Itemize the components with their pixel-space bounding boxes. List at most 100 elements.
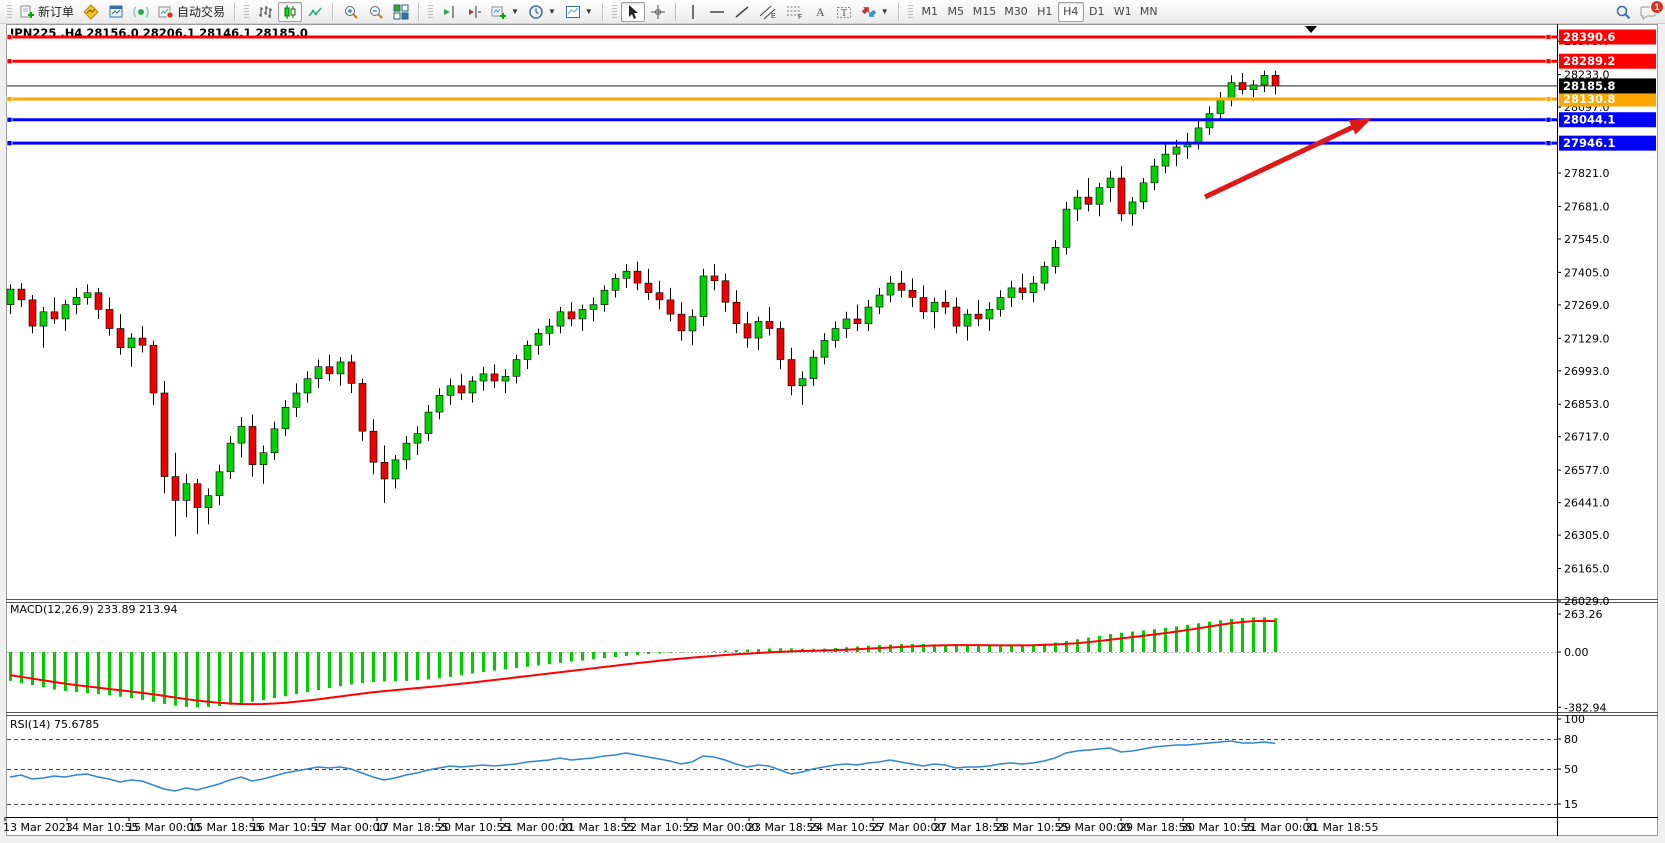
new-chart-button[interactable] [79, 2, 103, 22]
text-label-icon: T [836, 6, 851, 19]
svg-text:15 Mar 00:00: 15 Mar 00:00 [127, 821, 200, 834]
svg-text:100: 100 [1564, 713, 1585, 726]
equidistant-channel-tool-button[interactable]: E [755, 2, 781, 22]
svg-text:26577.0: 26577.0 [1564, 464, 1610, 477]
svg-text:23 Mar 18:55: 23 Mar 18:55 [747, 821, 820, 834]
candlestick-icon [284, 4, 296, 19]
crosshair-tool-button[interactable] [646, 2, 670, 22]
timeframe-button-H1[interactable]: H1 [1037, 5, 1053, 18]
svg-text:26029.0: 26029.0 [1564, 595, 1610, 608]
horizontal-line-tool-button[interactable] [705, 2, 729, 22]
indicators-icon [491, 6, 507, 19]
svg-text:31 Mar 00:00: 31 Mar 00:00 [1243, 821, 1316, 834]
bar-chart-icon [259, 5, 273, 18]
vertical-line-icon [692, 4, 694, 19]
svg-text:27946.1: 27946.1 [1563, 136, 1615, 150]
indicators-button[interactable]: ▼ [487, 2, 523, 22]
text-label-tool-button[interactable]: T [832, 2, 856, 22]
svg-text:29 Mar 18:55: 29 Mar 18:55 [1119, 821, 1192, 834]
svg-text:27545.0: 27545.0 [1564, 233, 1610, 246]
svg-text:26441.0: 26441.0 [1564, 497, 1610, 510]
vertical-line-tool-button[interactable] [682, 2, 704, 22]
svg-text:F: F [798, 14, 802, 20]
trendline-tool-button[interactable] [730, 2, 754, 22]
timeframe-button-W1[interactable]: W1 [1113, 5, 1132, 18]
svg-text:28233.0: 28233.0 [1564, 69, 1610, 82]
macd-pane: MACD(12,26,9) 233.89 213.94 [7, 603, 1557, 708]
svg-text:13 Mar 2023: 13 Mar 2023 [3, 821, 73, 834]
chevron-down-icon[interactable]: ▼ [584, 7, 593, 16]
new-chart-icon [83, 3, 99, 20]
svg-text:27 Mar 18:55: 27 Mar 18:55 [933, 821, 1006, 834]
clock-icon [529, 4, 543, 19]
chart-shift-icon [469, 5, 482, 18]
tile-windows-button[interactable] [389, 2, 413, 22]
templates-icon [565, 5, 580, 18]
svg-text:27821.0: 27821.0 [1564, 167, 1610, 180]
timeframe-button-MN[interactable]: MN [1139, 5, 1158, 18]
svg-text:21 Mar 18:55: 21 Mar 18:55 [561, 821, 634, 834]
new-order-icon [20, 5, 34, 18]
search-button[interactable] [1611, 2, 1635, 22]
timeframe-button-M15[interactable]: M15 [972, 5, 997, 18]
auto-scroll-button[interactable] [437, 2, 461, 22]
fibonacci-tool-button[interactable]: F [782, 2, 808, 22]
timeframe-button-M5[interactable]: M5 [947, 5, 964, 18]
timeframe-button-H4[interactable]: H4 [1057, 1, 1084, 22]
svg-text:28044.1: 28044.1 [1563, 113, 1615, 127]
toolbar-separator [897, 2, 900, 21]
toolbar-grip [7, 4, 12, 19]
horizontal-lines[interactable] [6, 34, 1557, 146]
svg-text:28130.8: 28130.8 [1563, 92, 1615, 106]
svg-text:27269.0: 27269.0 [1564, 299, 1610, 312]
cursor-tool-button[interactable] [620, 1, 645, 22]
svg-text:15: 15 [1564, 798, 1578, 811]
line-chart-type-button[interactable] [303, 2, 327, 22]
chevron-down-icon[interactable]: ▼ [547, 7, 556, 16]
svg-text:RSI(14) 75.6785: RSI(14) 75.6785 [10, 718, 99, 731]
svg-text:28185.8: 28185.8 [1563, 79, 1615, 93]
notification-badge: 1 [1650, 0, 1664, 14]
signals-icon [133, 5, 149, 18]
candlesticks [6, 70, 1280, 537]
timeframe-button-M1[interactable]: M1 [921, 5, 938, 18]
zoom-in-icon [345, 5, 358, 19]
profiles-icon [109, 5, 123, 17]
timeframe-button-M30[interactable]: M30 [1004, 5, 1028, 18]
zoom-in-button[interactable] [339, 2, 363, 22]
zoom-out-button[interactable] [364, 2, 388, 22]
svg-text:22 Mar 10:55: 22 Mar 10:55 [623, 821, 696, 834]
svg-text:50: 50 [1564, 763, 1578, 776]
arrow-annotation[interactable] [1203, 118, 1372, 200]
toolbar-grip [907, 4, 913, 19]
chevron-down-icon[interactable]: ▼ [880, 7, 889, 16]
toolbar-grip [244, 4, 250, 19]
signals-button[interactable] [129, 2, 153, 22]
templates-button[interactable]: ▼ [561, 2, 597, 22]
chevron-down-icon[interactable]: ▼ [511, 7, 519, 16]
notifications-button[interactable]: 1 [1636, 0, 1664, 22]
fibonacci-icon: F [786, 6, 802, 20]
profiles-button[interactable] [104, 2, 128, 22]
new-order-button[interactable]: 新订单 [16, 2, 78, 22]
toolbar-separator [332, 2, 335, 21]
search-icon [1616, 5, 1631, 19]
arrows-tool-button[interactable]: ▼ [857, 2, 893, 22]
trendline-icon [735, 5, 749, 18]
periods-button[interactable]: ▼ [524, 2, 560, 22]
auto-trading-button[interactable]: 自动交易 [154, 2, 229, 22]
text-tool-button[interactable]: A [809, 2, 831, 22]
svg-text:28390.6: 28390.6 [1563, 30, 1615, 44]
cursor-icon [628, 4, 638, 19]
svg-text:31 Mar 18:55: 31 Mar 18:55 [1305, 821, 1378, 834]
svg-text:26853.0: 26853.0 [1564, 398, 1610, 411]
svg-text:30 Mar 10:55: 30 Mar 10:55 [1181, 821, 1254, 834]
auto-trading-icon [158, 6, 174, 19]
new-order-label: 新订单 [38, 5, 75, 19]
bar-chart-type-button[interactable] [253, 2, 277, 22]
timeframe-button-D1[interactable]: D1 [1088, 5, 1105, 18]
chart-shift-button[interactable] [462, 2, 486, 22]
candlestick-chart-type-button[interactable] [278, 1, 303, 22]
